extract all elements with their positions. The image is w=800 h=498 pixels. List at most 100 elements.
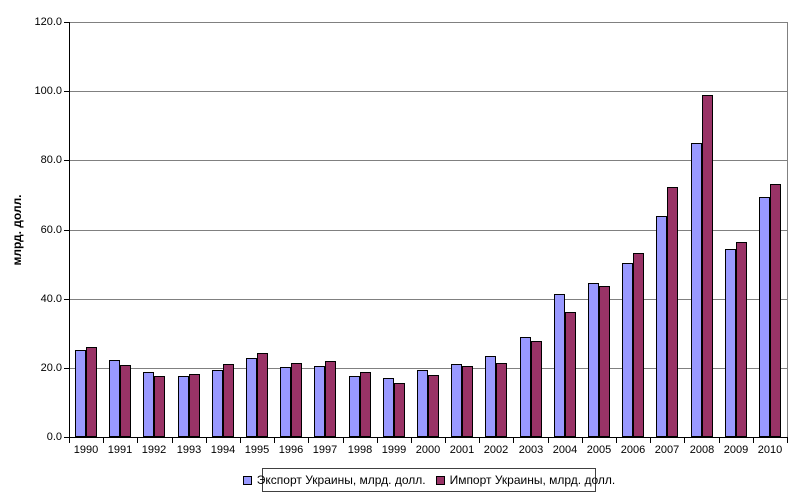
x-tick-label: 1990: [73, 444, 99, 456]
bar-export-1990: [75, 350, 86, 437]
bar-import-2009: [736, 242, 747, 437]
y-tick-mark: [64, 91, 69, 92]
x-tick-label: 1997: [312, 444, 338, 456]
bar-export-1996: [280, 367, 291, 437]
x-tick-label: 2001: [449, 444, 475, 456]
x-tick-label: 1993: [176, 444, 202, 456]
x-tick-mark: [479, 438, 480, 443]
bar-import-2001: [462, 366, 473, 437]
bar-export-2009: [725, 249, 736, 437]
x-tick-label: 2000: [415, 444, 441, 456]
bar-import-2004: [565, 312, 576, 437]
x-tick-mark: [753, 438, 754, 443]
bar-import-2003: [531, 341, 542, 437]
x-tick-label: 2009: [723, 444, 749, 456]
bar-export-2010: [759, 197, 770, 437]
bar-import-1999: [394, 383, 405, 437]
legend: Экспорт Украины, млрд. долл. Импорт Укра…: [242, 468, 615, 492]
bar-import-2002: [496, 363, 507, 437]
x-tick-mark: [103, 438, 104, 443]
x-tick-label: 1991: [107, 444, 133, 456]
x-tick-mark: [582, 438, 583, 443]
x-tick-mark: [513, 438, 514, 443]
bar-import-2006: [633, 253, 644, 437]
bar-import-1997: [325, 361, 336, 437]
legend-marker-export-icon: [242, 475, 252, 485]
x-tick-mark: [240, 438, 241, 443]
bar-import-1998: [360, 372, 371, 437]
y-tick-mark: [64, 437, 69, 438]
bar-import-1993: [189, 374, 200, 437]
bar-import-1990: [86, 347, 97, 437]
gridline: [69, 299, 787, 300]
x-tick-mark: [616, 438, 617, 443]
y-tick-mark: [64, 22, 69, 23]
plot-border: [787, 22, 788, 437]
x-tick-label: 2005: [586, 444, 612, 456]
x-tick-label: 2010: [757, 444, 783, 456]
bar-import-1991: [120, 365, 131, 437]
y-tick-mark: [64, 160, 69, 161]
bar-import-1995: [257, 353, 268, 437]
gridline: [69, 91, 787, 92]
x-tick-label: 1994: [210, 444, 236, 456]
bar-export-2008: [691, 143, 702, 437]
legend-item-export: Экспорт Украины, млрд. долл.: [242, 473, 426, 487]
x-tick-mark: [787, 438, 788, 443]
x-tick-mark: [548, 438, 549, 443]
x-tick-mark: [172, 438, 173, 443]
x-tick-label: 1992: [141, 444, 167, 456]
x-tick-label: 1998: [347, 444, 373, 456]
x-tick-label: 2008: [689, 444, 715, 456]
legend-label-export: Экспорт Украины, млрд. долл.: [256, 473, 426, 487]
bar-export-1998: [349, 376, 360, 437]
y-tick-label: 0.0: [46, 431, 62, 443]
x-tick-mark: [684, 438, 685, 443]
y-tick-label: 120.0: [34, 16, 62, 28]
bar-import-1994: [223, 364, 234, 437]
x-tick-label: 2002: [483, 444, 509, 456]
x-tick-label: 2006: [620, 444, 646, 456]
bar-export-1993: [178, 376, 189, 437]
bar-export-1994: [212, 370, 223, 437]
bar-export-1999: [383, 378, 394, 437]
legend-item-import: Импорт Украины, млрд. долл.: [435, 473, 616, 487]
x-tick-mark: [308, 438, 309, 443]
bar-export-2005: [588, 283, 599, 437]
bar-export-1997: [314, 366, 325, 437]
x-tick-label: 1996: [278, 444, 304, 456]
bar-export-1991: [109, 360, 120, 437]
bar-export-1995: [246, 358, 257, 437]
x-tick-mark: [650, 438, 651, 443]
bar-import-2000: [428, 375, 439, 437]
y-tick-label: 100.0: [34, 85, 62, 97]
x-tick-label: 1999: [381, 444, 407, 456]
x-tick-label: 2007: [654, 444, 680, 456]
x-tick-mark: [137, 438, 138, 443]
y-tick-label: 40.0: [40, 293, 62, 305]
gridline: [69, 22, 787, 23]
bar-export-1992: [143, 372, 154, 437]
bar-export-2001: [451, 364, 462, 437]
bar-import-2008: [702, 95, 713, 437]
x-tick-mark: [377, 438, 378, 443]
y-tick-label: 60.0: [40, 224, 62, 236]
x-tick-mark: [69, 438, 70, 443]
x-axis-line: [69, 437, 788, 438]
bar-export-2000: [417, 370, 428, 437]
bar-export-2006: [622, 263, 633, 437]
x-tick-mark: [274, 438, 275, 443]
x-tick-mark: [445, 438, 446, 443]
x-tick-label: 2004: [552, 444, 578, 456]
x-tick-mark: [206, 438, 207, 443]
x-tick-mark: [343, 438, 344, 443]
x-tick-label: 2003: [518, 444, 544, 456]
y-tick-label: 20.0: [40, 362, 62, 374]
gridline: [69, 160, 787, 161]
y-tick-mark: [64, 230, 69, 231]
legend-marker-import-icon: [435, 475, 445, 485]
legend-label-import: Импорт Украины, млрд. долл.: [449, 473, 616, 487]
x-tick-mark: [719, 438, 720, 443]
y-axis-line: [69, 22, 70, 438]
